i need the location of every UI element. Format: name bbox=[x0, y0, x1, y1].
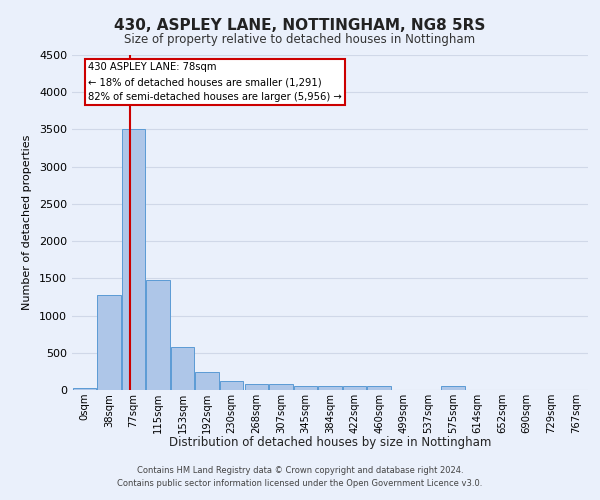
Bar bbox=[196, 372, 219, 390]
Text: Contains HM Land Registry data © Crown copyright and database right 2024.
Contai: Contains HM Land Registry data © Crown c… bbox=[118, 466, 482, 487]
Bar bbox=[245, 384, 268, 390]
Bar bbox=[171, 347, 194, 390]
Bar bbox=[146, 280, 170, 390]
Bar bbox=[73, 388, 96, 390]
Bar bbox=[367, 386, 391, 390]
Bar bbox=[122, 130, 145, 390]
Y-axis label: Number of detached properties: Number of detached properties bbox=[22, 135, 32, 310]
Bar bbox=[269, 384, 293, 390]
Bar bbox=[319, 386, 341, 390]
Text: 430 ASPLEY LANE: 78sqm
← 18% of detached houses are smaller (1,291)
82% of semi-: 430 ASPLEY LANE: 78sqm ← 18% of detached… bbox=[88, 62, 342, 102]
Bar bbox=[220, 382, 244, 390]
Bar bbox=[343, 386, 366, 390]
Text: Distribution of detached houses by size in Nottingham: Distribution of detached houses by size … bbox=[169, 436, 491, 449]
Bar bbox=[294, 386, 317, 390]
Text: Size of property relative to detached houses in Nottingham: Size of property relative to detached ho… bbox=[124, 32, 476, 46]
Bar bbox=[441, 386, 464, 390]
Text: 430, ASPLEY LANE, NOTTINGHAM, NG8 5RS: 430, ASPLEY LANE, NOTTINGHAM, NG8 5RS bbox=[115, 18, 485, 32]
Bar bbox=[97, 294, 121, 390]
